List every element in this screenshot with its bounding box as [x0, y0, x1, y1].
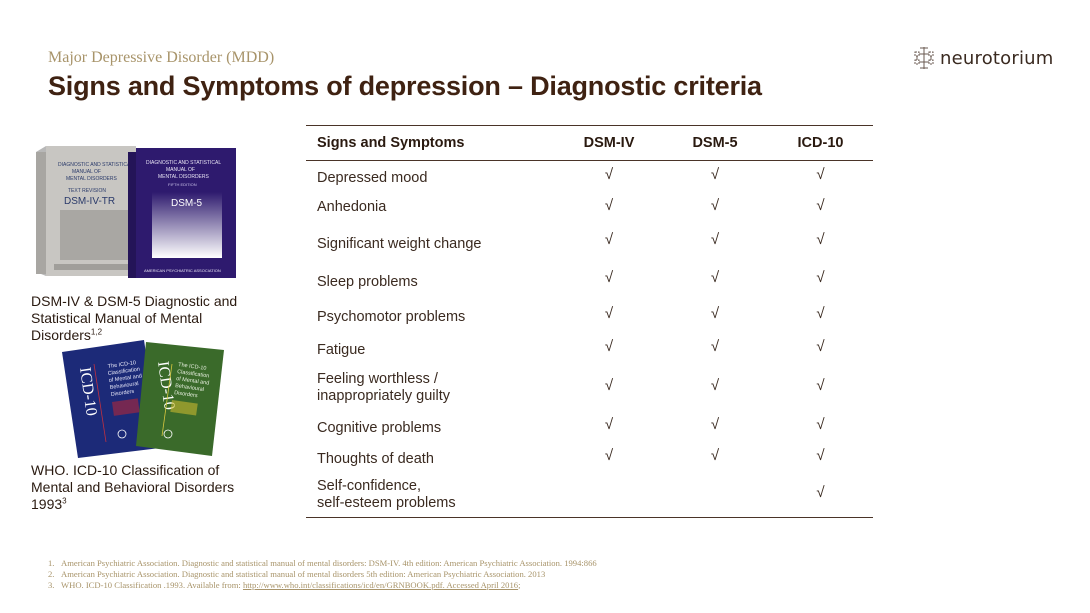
symptom-cell: Self-confidence, self-esteem problems	[317, 477, 456, 511]
check-dsm5: √	[710, 447, 720, 464]
symptom-cell: Thoughts of death	[317, 451, 434, 467]
check-icd10: √	[816, 447, 825, 464]
column-header-dsm4: DSM-IV	[583, 135, 635, 151]
check-dsm4: √	[604, 305, 614, 322]
svg-text:DSM-5: DSM-5	[171, 198, 203, 209]
check-dsm5: √	[710, 338, 720, 355]
symptom-cell: Fatigue	[317, 342, 366, 358]
table-row: Depressed mood √ √ √	[306, 161, 873, 193]
check-dsm4: √	[604, 377, 614, 394]
check-icd10: √	[816, 338, 825, 355]
symptom-cell: Cognitive problems	[317, 420, 442, 436]
check-dsm4: √	[604, 338, 614, 355]
check-icd10: √	[816, 166, 825, 184]
svg-text:DSM-IV-TR: DSM-IV-TR	[64, 196, 115, 207]
column-header-dsm5: DSM-5	[692, 135, 738, 151]
icd10-caption: WHO. ICD-10 Classification of Mental and…	[31, 462, 235, 512]
reference-item: 1. American Psychiatric Association. Diag…	[48, 558, 597, 568]
reference-link[interactable]: http://www.who.int/classifications/icd/e…	[242, 580, 519, 590]
reference-item: 2. American Psychiatric Association. Diag…	[48, 569, 546, 579]
reference-item: 3. WHO. ICD-10 Classification .1993. Avai…	[48, 580, 521, 590]
check-dsm4: √	[604, 416, 614, 433]
dsm-caption: DSM-IV & DSM-5 Diagnostic and Statistica…	[31, 293, 238, 343]
check-dsm4: √	[604, 447, 614, 464]
check-icd10: √	[816, 231, 825, 248]
svg-text:AMERICAN PSYCHIATRIC ASSOCIATI: AMERICAN PSYCHIATRIC ASSOCIATION	[144, 268, 221, 273]
criteria-table: Signs and Symptoms DSM-IV DSM-5 ICD-10 D…	[306, 125, 873, 518]
check-dsm5: √	[710, 197, 720, 214]
table-row: Sleep problems √ √ √	[306, 261, 873, 299]
svg-text:DIAGNOSTIC AND STATISTICAL: DIAGNOSTIC AND STATISTICAL	[146, 160, 221, 166]
svg-text:ICD-10: ICD-10	[76, 366, 100, 417]
svg-text:ICD-10: ICD-10	[154, 360, 178, 411]
check-icd10: √	[816, 197, 825, 214]
table-row: Fatigue √ √ √	[306, 333, 873, 365]
check-icd10: √	[816, 416, 825, 433]
svg-text:MANUAL OF: MANUAL OF	[166, 167, 195, 173]
svg-text:of Mental and: of Mental and	[176, 376, 210, 387]
svg-text:Disorders: Disorders	[110, 389, 134, 398]
table-row: Cognitive problems √ √ √	[306, 411, 873, 443]
symptom-cell: Feeling worthless / inappropriately guilt…	[317, 370, 450, 404]
logo[interactable]: neurotorium	[912, 46, 1054, 70]
svg-text:TEXT REVISION: TEXT REVISION	[68, 188, 106, 194]
check-dsm4: √	[604, 166, 614, 184]
table-row: Anhedonia √ √ √	[306, 193, 873, 223]
page-title: Signs and Symptoms of depression – Diagn…	[48, 71, 762, 101]
check-icd10: √	[816, 484, 825, 502]
section-subtitle: Major Depressive Disorder (MDD)	[48, 49, 275, 66]
symptom-cell: Depressed mood	[317, 170, 428, 187]
check-icd10: √	[816, 269, 825, 286]
table-row: Thoughts of death √ √ √	[306, 443, 873, 473]
neuron-grid-icon	[914, 47, 934, 69]
column-header-icd10: ICD-10	[797, 135, 844, 151]
svg-text:The ICD-10: The ICD-10	[107, 360, 136, 370]
check-dsm5: √	[710, 305, 720, 322]
table-row: Self-confidence, self-esteem problems √	[306, 473, 873, 518]
symptom-cell: Sleep problems	[317, 274, 418, 290]
check-dsm4: √	[604, 269, 614, 286]
check-icd10: √	[816, 305, 825, 322]
symptom-cell: Anhedonia	[317, 199, 387, 215]
dsm-books-image: DIAGNOSTIC AND STATISTICAL MANUAL OF MEN…	[36, 146, 236, 278]
symptom-cell: Psychomotor problems	[317, 309, 466, 325]
svg-text:of Mental and: of Mental and	[108, 373, 142, 384]
symptom-cell: Significant weight change	[317, 236, 482, 252]
svg-text:MENTAL DISORDERS: MENTAL DISORDERS	[158, 174, 210, 180]
check-dsm5: √	[710, 231, 720, 248]
table-row: Psychomotor problems √ √ √	[306, 299, 873, 333]
svg-text:Behavioural: Behavioural	[175, 383, 205, 393]
check-icd10: √	[816, 377, 825, 394]
svg-text:MANUAL OF: MANUAL OF	[72, 169, 101, 175]
check-dsm5: √	[710, 269, 720, 286]
svg-text:Behavioural: Behavioural	[109, 381, 139, 391]
svg-text:The ICD-10: The ICD-10	[178, 362, 207, 372]
check-dsm4	[556, 473, 662, 518]
svg-text:FIFTH EDITION: FIFTH EDITION	[168, 182, 197, 187]
table-header-row: Signs and Symptoms DSM-IV DSM-5 ICD-10	[306, 125, 873, 161]
check-dsm5: √	[710, 166, 720, 184]
references-list: 1. American Psychiatric Association. Diag…	[48, 558, 597, 591]
table-row: Significant weight change √ √ √	[306, 223, 873, 261]
check-dsm5	[662, 473, 768, 518]
icd10-books-image: ICD-10 The ICD-10 Classification of Ment…	[62, 340, 224, 458]
svg-text:Classification: Classification	[107, 367, 140, 377]
check-dsm4: √	[604, 197, 614, 214]
svg-text:Classification: Classification	[177, 369, 210, 379]
check-dsm4: √	[604, 231, 614, 248]
table-row: Feeling worthless / inappropriately guilt…	[306, 365, 873, 411]
check-dsm5: √	[710, 416, 720, 433]
svg-text:MENTAL DISORDERS: MENTAL DISORDERS	[66, 176, 118, 182]
book1-header: DIAGNOSTIC AND STATISTICAL	[58, 162, 133, 168]
column-header-symptoms: Signs and Symptoms	[317, 135, 465, 151]
check-dsm5: √	[710, 377, 720, 394]
logo-text: neurotorium	[940, 47, 1054, 69]
svg-text:Disorders: Disorders	[174, 390, 198, 399]
